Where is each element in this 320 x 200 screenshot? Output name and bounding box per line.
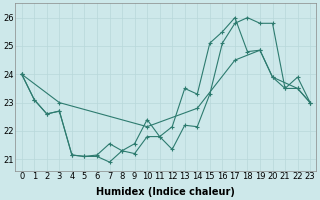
X-axis label: Humidex (Indice chaleur): Humidex (Indice chaleur): [97, 187, 236, 197]
